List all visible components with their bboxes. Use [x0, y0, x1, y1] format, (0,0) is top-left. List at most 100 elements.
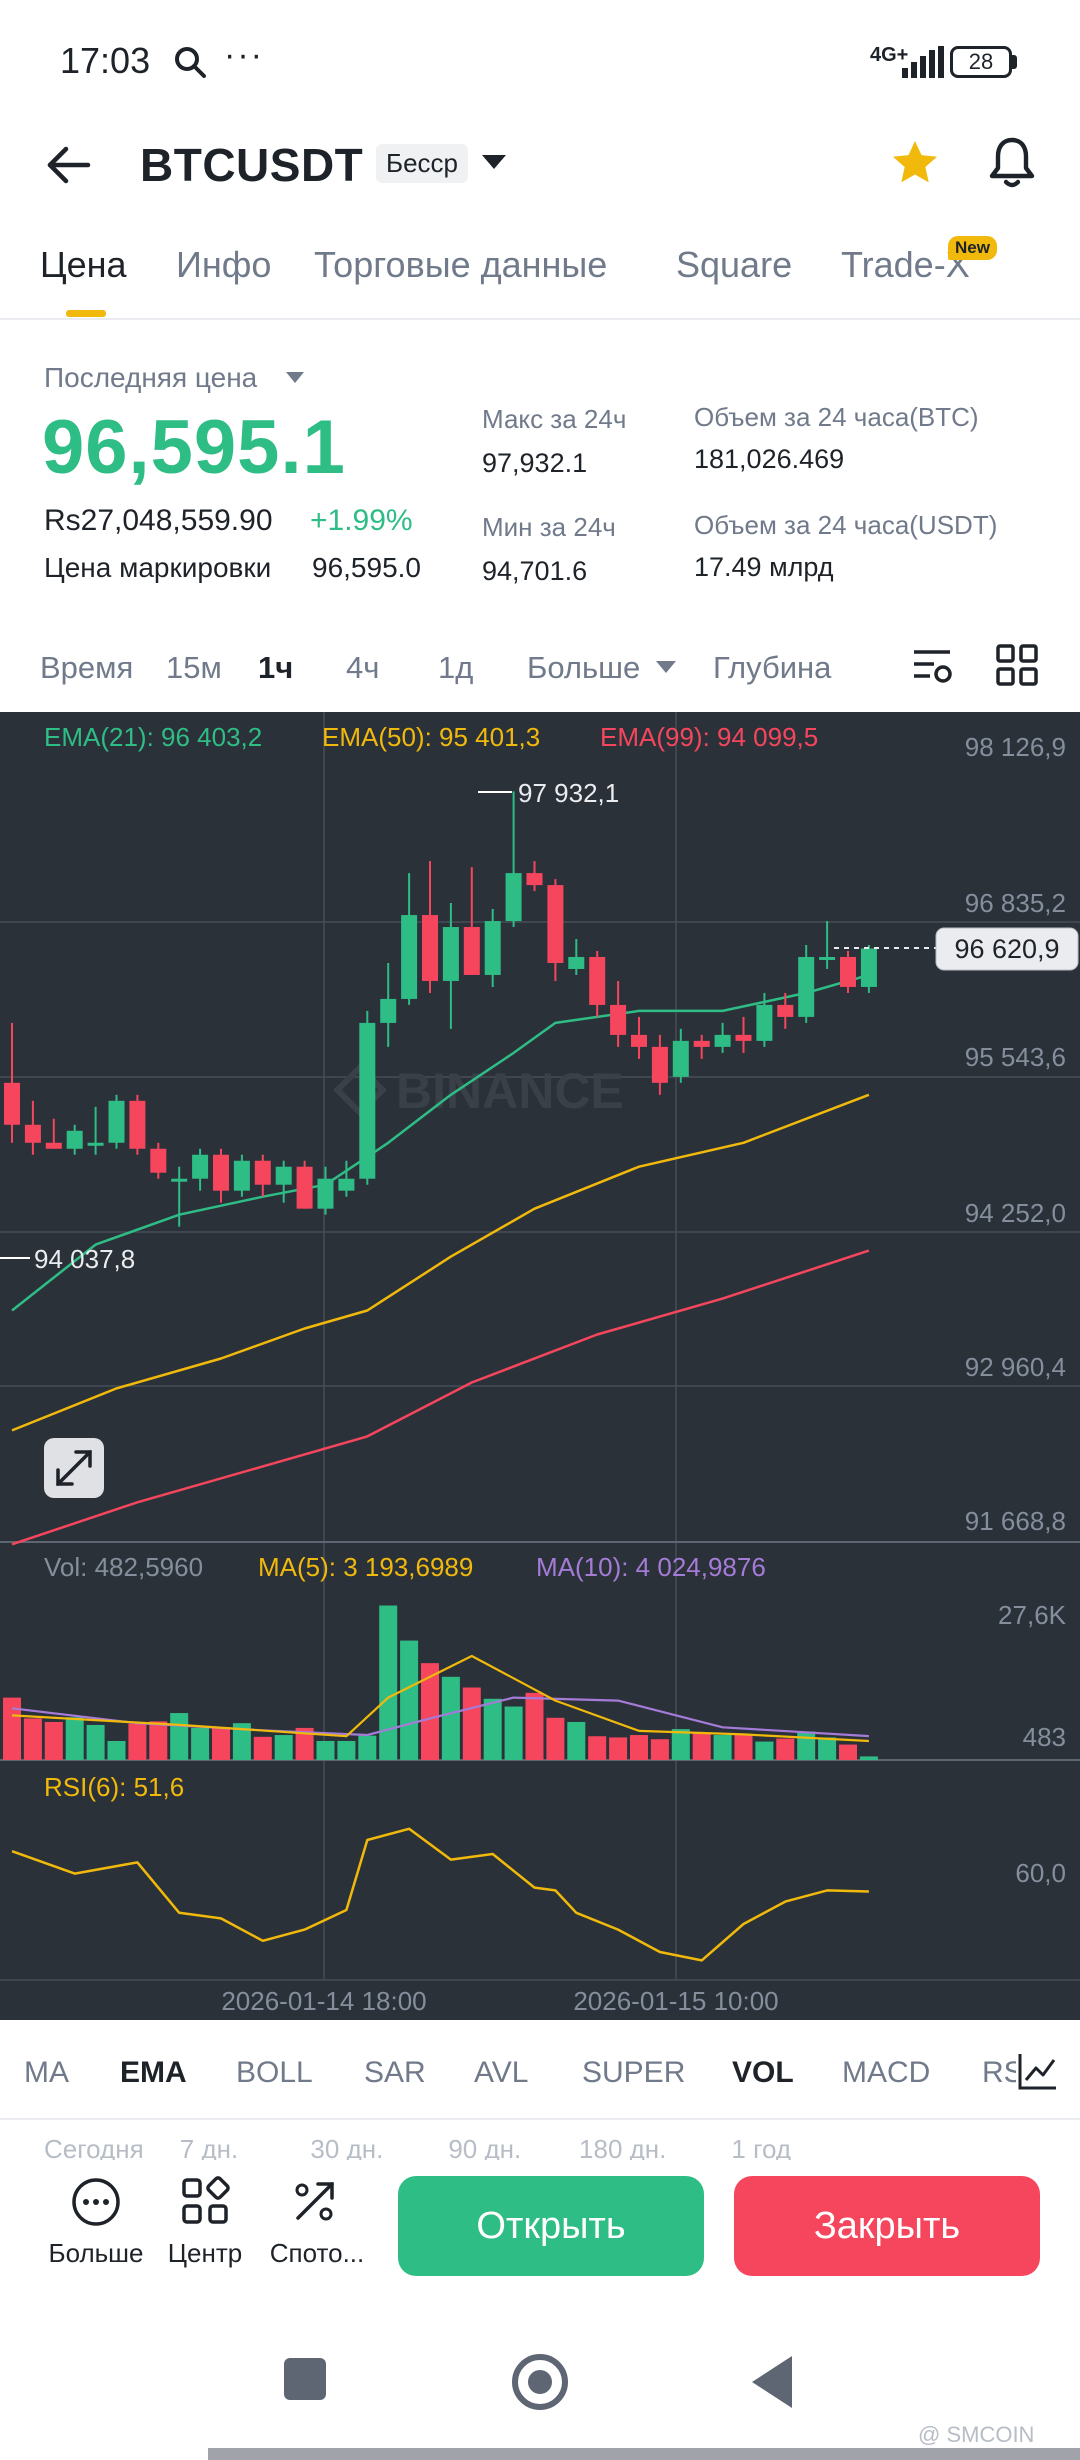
tab-info[interactable]: Инфо — [176, 244, 272, 285]
interval-15m[interactable]: 15м — [166, 650, 222, 685]
symbol-dropdown-icon[interactable] — [482, 155, 506, 169]
last-price-caret-icon[interactable] — [286, 372, 304, 383]
more-action-label[interactable]: Больше — [48, 2238, 144, 2268]
volume-bar — [713, 1735, 732, 1760]
ema99-polyline — [11, 1249, 870, 1546]
spot-swap-icon[interactable] — [290, 2176, 340, 2226]
interval-4h[interactable]: 4ч — [346, 650, 380, 685]
center-action-label[interactable]: Центр — [167, 2238, 243, 2268]
candle-body — [254, 1160, 271, 1185]
candle-body — [87, 1142, 104, 1146]
vol-usdt-label: Объем за 24 часа(USDT) — [694, 510, 998, 540]
status-time: 17:03 — [60, 40, 151, 81]
spot-action-label[interactable]: Спото... — [269, 2238, 365, 2268]
candle-body — [589, 956, 606, 1005]
interval-1d[interactable]: 1д — [438, 650, 474, 685]
volume-bar — [671, 1729, 690, 1760]
volume-bar — [337, 1740, 356, 1760]
vol-usdt-value: 17.49 млрд — [694, 552, 834, 582]
chart-area[interactable]: BINANCE EMA(21): 96 403,2 EMA(50): 95 40… — [0, 712, 1080, 2020]
volume-bar — [400, 1640, 419, 1760]
indicator-tab-sar[interactable]: SAR — [364, 2056, 426, 2089]
indicator-tab-ma[interactable]: MA — [24, 2056, 69, 2089]
chart-settings-icon[interactable] — [910, 644, 954, 688]
volume-bar — [650, 1739, 669, 1760]
candle-body — [192, 1154, 209, 1179]
more-dots-icon[interactable]: ··· — [224, 36, 264, 74]
tab-square[interactable]: Square — [676, 244, 793, 285]
depth-tab[interactable]: Глубина — [713, 650, 832, 685]
favorite-star-icon[interactable] — [888, 136, 942, 190]
candle-body — [463, 927, 480, 975]
price-change: +1.99% — [310, 504, 413, 537]
indicator-tab-ema[interactable]: EMA — [120, 2056, 187, 2089]
y-tick: 92 960,4 — [965, 1352, 1066, 1382]
indicator-tab-macd[interactable]: MACD — [842, 2056, 931, 2089]
interval-more-caret-icon[interactable] — [656, 661, 676, 673]
volume-bar — [839, 1744, 857, 1760]
symbol-title[interactable]: BTCUSDT — [140, 139, 364, 191]
active-tab-indicator — [66, 310, 106, 317]
candle-body — [317, 1178, 334, 1209]
battery-tip — [1012, 55, 1017, 69]
candle-body — [526, 873, 543, 886]
candle-body — [484, 921, 501, 975]
volume-bar — [609, 1737, 628, 1760]
volume-ma-lines — [11, 1654, 869, 1743]
candle-body — [693, 1040, 710, 1047]
candlestick-chart[interactable]: BINANCE EMA(21): 96 403,2 EMA(50): 95 40… — [0, 712, 1080, 2020]
last-price-label[interactable]: Последняя цена — [44, 362, 258, 393]
indicator-tab-boll[interactable]: BOLL — [236, 2056, 313, 2089]
ema50-label: EMA(50): 95 401,3 — [322, 722, 540, 752]
ma5-polyline — [11, 1654, 869, 1743]
indicator-settings-icon[interactable] — [1016, 2048, 1060, 2092]
x-tick: 2026-01-14 18:00 — [221, 1986, 426, 2016]
tab-trading-data[interactable]: Торговые данные — [314, 244, 608, 285]
tab-price[interactable]: Цена — [40, 244, 127, 285]
more-circle-icon[interactable] — [70, 2176, 122, 2228]
candle-body — [45, 1142, 62, 1149]
volume-bar — [274, 1735, 293, 1760]
bell-icon[interactable] — [984, 134, 1040, 192]
candle-body — [150, 1148, 167, 1173]
indicator-tab-super[interactable]: SUPER — [582, 2056, 686, 2089]
volume-bar — [483, 1698, 502, 1760]
interval-1h[interactable]: 1ч — [258, 650, 294, 685]
home-nav-dot — [528, 2370, 552, 2394]
back-arrow-icon[interactable] — [44, 140, 94, 190]
volume-bar — [128, 1723, 147, 1760]
high-24h-label: Макс за 24ч — [482, 404, 627, 434]
candle-body — [714, 1034, 731, 1047]
fiat-price: Rs27,048,559.90 — [44, 504, 273, 537]
volume-bar — [65, 1717, 84, 1760]
home-nav-button[interactable] — [512, 2354, 568, 2410]
open-position-button[interactable]: Открыть — [398, 2176, 704, 2276]
candle-body — [610, 1004, 627, 1035]
expand-icon[interactable] — [56, 1450, 92, 1486]
candle-body — [213, 1154, 229, 1191]
layout-grid-icon[interactable] — [996, 644, 1038, 686]
interval-time[interactable]: Время — [40, 650, 134, 685]
candle-body — [422, 915, 438, 981]
ema50-polyline — [11, 1093, 870, 1432]
signal-icon — [902, 46, 944, 78]
candle-body — [380, 998, 397, 1023]
back-nav-button[interactable] — [752, 2356, 792, 2408]
candle-body — [338, 1178, 355, 1191]
volume-bar — [755, 1741, 774, 1760]
interval-more[interactable]: Больше — [527, 650, 641, 685]
current-price-tag — [935, 927, 1079, 971]
candle-body — [129, 1100, 146, 1149]
candle-body — [860, 948, 877, 987]
indicator-tab-vol[interactable]: VOL — [732, 2056, 794, 2089]
recents-nav-button[interactable] — [284, 2358, 326, 2400]
center-grid-icon[interactable] — [180, 2176, 230, 2226]
close-position-button[interactable]: Закрыть — [734, 2176, 1040, 2276]
ema50-line — [11, 1093, 870, 1432]
volume-bar — [734, 1734, 753, 1760]
mark-price-label: Цена маркировки — [44, 552, 272, 583]
indicator-tab-avl[interactable]: AVL — [474, 2056, 529, 2089]
search-icon[interactable] — [172, 44, 208, 80]
volume-bar — [588, 1736, 607, 1760]
volume-bar — [546, 1717, 565, 1760]
